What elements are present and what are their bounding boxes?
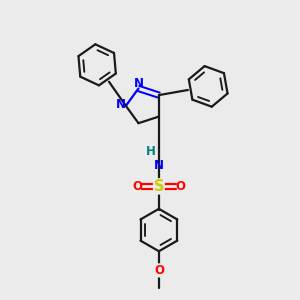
Text: O: O xyxy=(133,180,143,193)
Text: O: O xyxy=(175,180,185,193)
Text: H: H xyxy=(146,145,156,158)
Text: O: O xyxy=(154,264,164,277)
Text: N: N xyxy=(154,159,164,172)
Text: S: S xyxy=(154,179,164,194)
Text: N: N xyxy=(134,77,143,90)
Text: N: N xyxy=(116,98,126,111)
